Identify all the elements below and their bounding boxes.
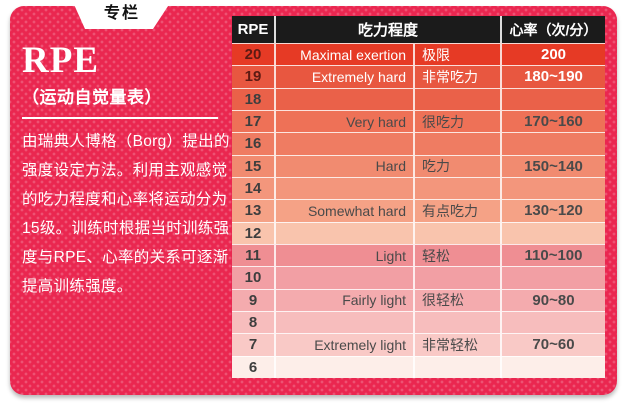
table-row: 18: [232, 87, 605, 110]
effort-chinese-cell: 很轻松: [413, 289, 500, 311]
column-tab: 专栏: [72, 0, 172, 29]
effort-english-cell: Extremely hard: [274, 66, 413, 88]
rpe-value-cell: 20: [244, 46, 262, 64]
heart-rate-cell: [500, 133, 605, 155]
rpe-value-cell: 8: [248, 314, 258, 332]
divider: [22, 117, 218, 119]
page-title: RPE: [22, 40, 99, 81]
table-row: 6: [232, 355, 605, 378]
rpe-value-cell: 14: [244, 180, 262, 198]
table-row: 9 Fairly light 很轻松 90~80: [232, 288, 605, 311]
table-row: 19 Extremely hard 非常吃力 180~190: [232, 65, 605, 88]
table-header-heart-rate: 心率（次/分）: [500, 16, 605, 43]
table-body: 20 Maximal exertion 极限 200 19 Extremely hard 非…: [232, 43, 605, 378]
rpe-value-cell: 9: [248, 291, 258, 309]
rpe-value-cell: 6: [248, 358, 258, 376]
effort-english-cell: Fairly light: [274, 289, 413, 311]
effort-chinese-cell: 很吃力: [413, 110, 500, 133]
effort-chinese-cell: [413, 222, 500, 244]
table-row: 14: [232, 176, 605, 200]
heart-rate-cell: 180~190: [500, 66, 605, 88]
heart-rate-cell: 170~160: [500, 110, 605, 133]
effort-chinese-cell: [413, 267, 500, 289]
intro-paragraph: 由瑞典人博格（Borg）提出的 强度设定方法。利用主观感觉 的吃力程度和心率将运动分…: [22, 127, 230, 301]
effort-chinese-cell: 轻松: [413, 244, 500, 267]
rpe-value-cell: 7: [248, 336, 258, 354]
effort-english-cell: [274, 133, 413, 155]
intro-paragraph-line: 度与RPE、心率的关系可逐渐: [22, 249, 229, 266]
intro-paragraph-line: 强度设定方法。利用主观感觉: [22, 162, 228, 179]
rpe-value-cell: 16: [244, 135, 262, 153]
page-subtitle: （运动自觉量表）: [22, 88, 162, 107]
intro-paragraph-line: 提高训练强度。: [22, 278, 133, 295]
column-tab-label: 专栏: [103, 5, 140, 22]
intro-paragraph-line: 的吃力程度和心率将运动分为: [22, 191, 228, 208]
effort-english-cell: Extremely light: [274, 334, 413, 356]
effort-chinese-cell: [413, 356, 500, 378]
effort-english-cell: Light: [274, 244, 413, 267]
effort-chinese-cell: 有点吃力: [413, 200, 500, 222]
intro-panel: RPE （运动自觉量表） 由瑞典人博格（Borg）提出的 强度设定方法。利用主观感…: [22, 42, 230, 301]
table-row: 8: [232, 310, 605, 334]
effort-english-cell: [274, 311, 413, 334]
effort-english-cell: [274, 177, 413, 200]
table-row: 15 Hard 吃力 150~140: [232, 154, 605, 177]
table-row: 11 Light 轻松 110~100: [232, 243, 605, 267]
heart-rate-cell: [500, 177, 605, 200]
effort-english-cell: [274, 267, 413, 289]
table-row: 20 Maximal exertion 极限 200: [232, 43, 605, 66]
heart-rate-cell: [500, 222, 605, 244]
rpe-value-cell: 19: [244, 68, 262, 86]
effort-english-cell: [274, 356, 413, 378]
heart-rate-cell: [500, 311, 605, 334]
effort-chinese-cell: [413, 88, 500, 110]
rpe-value-cell: 18: [244, 90, 262, 108]
rpe-value-cell: 15: [244, 157, 262, 175]
table-header-rpe: RPE: [237, 21, 269, 38]
table-header-row: RPE 吃力程度 心率（次/分）: [232, 16, 605, 43]
effort-english-cell: [274, 222, 413, 244]
effort-english-cell: Hard: [274, 155, 413, 177]
rpe-value-cell: 10: [244, 269, 262, 287]
table-row: 10: [232, 266, 605, 289]
intro-paragraph-line: 15级。训练时根据当时训练强: [22, 220, 230, 237]
effort-english-cell: [274, 88, 413, 110]
effort-chinese-cell: 非常吃力: [413, 66, 500, 88]
table-header-effort: 吃力程度: [274, 16, 500, 43]
heart-rate-cell: [500, 356, 605, 378]
heart-rate-cell: 90~80: [500, 289, 605, 311]
effort-chinese-cell: [413, 133, 500, 155]
effort-english-cell: Somewhat hard: [274, 200, 413, 222]
heart-rate-cell: [500, 267, 605, 289]
heart-rate-cell: 150~140: [500, 155, 605, 177]
table-row: 13 Somewhat hard 有点吃力 130~120: [232, 199, 605, 222]
table-row: 12: [232, 221, 605, 244]
intro-paragraph-line: 由瑞典人博格（Borg）提出的: [22, 133, 230, 150]
rpe-value-cell: 12: [244, 224, 262, 242]
rpe-value-cell: 11: [245, 247, 261, 265]
table-row: 17 Very hard 很吃力 170~160: [232, 109, 605, 133]
rpe-value-cell: 13: [244, 202, 262, 220]
effort-english-cell: Very hard: [274, 110, 413, 133]
rpe-table: RPE 吃力程度 心率（次/分） 20 Maximal exertion 极限 200…: [232, 16, 605, 378]
heart-rate-cell: 200: [500, 44, 605, 66]
rpe-value-cell: 17: [244, 113, 262, 131]
effort-chinese-cell: 非常轻松: [413, 334, 500, 356]
table-row: 7 Extremely light 非常轻松 70~60: [232, 333, 605, 356]
effort-english-cell: Maximal exertion: [274, 44, 413, 66]
heart-rate-cell: 130~120: [500, 200, 605, 222]
effort-chinese-cell: 吃力: [413, 155, 500, 177]
heart-rate-cell: 110~100: [500, 244, 605, 267]
heart-rate-cell: 70~60: [500, 334, 605, 356]
column-card: RPE （运动自觉量表） 由瑞典人博格（Borg）提出的 强度设定方法。利用主观感…: [10, 6, 617, 395]
heart-rate-cell: [500, 88, 605, 110]
effort-chinese-cell: [413, 311, 500, 334]
effort-chinese-cell: 极限: [413, 44, 500, 66]
effort-chinese-cell: [413, 177, 500, 200]
table-row: 16: [232, 132, 605, 155]
